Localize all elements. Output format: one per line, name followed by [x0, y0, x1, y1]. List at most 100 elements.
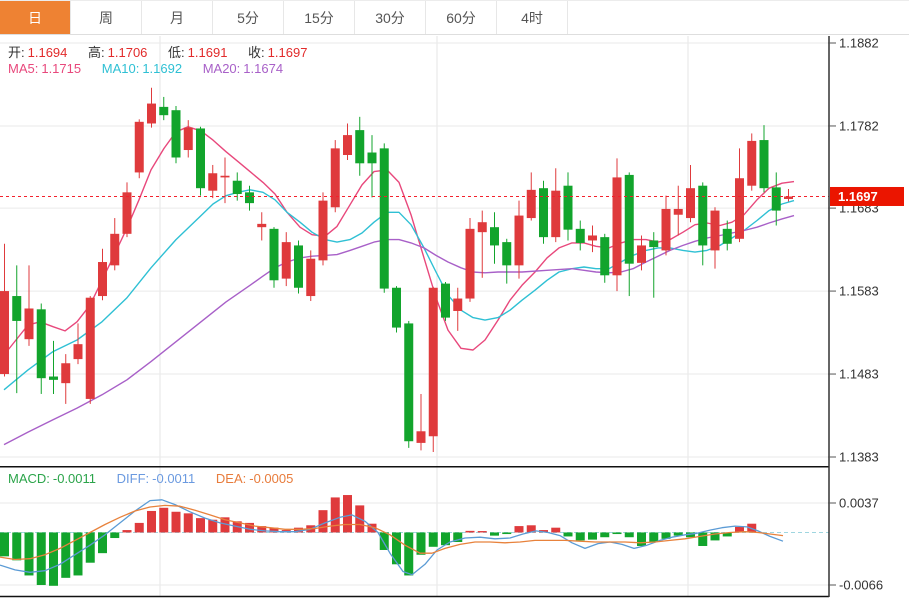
macd-histogram-bar [416, 532, 426, 555]
candle-body [355, 130, 365, 164]
diff-line [0, 499, 784, 576]
macd-histogram-bar [722, 532, 732, 537]
tab-4时[interactable]: 4时 [497, 1, 568, 34]
current-price-tag-box [830, 186, 904, 206]
tab-30分[interactable]: 30分 [355, 1, 426, 34]
macd-histogram-bar [379, 532, 389, 550]
macd-histogram-bar [490, 532, 499, 536]
macd-histogram-bar [404, 532, 414, 576]
candle-body [49, 376, 58, 380]
timeframe-tab-bar: 日周月 5分 15分 30分 60分 4时 [0, 0, 909, 35]
ma20-legend-item: MA20: 1.1674 [202, 61, 284, 76]
candle-body [710, 210, 720, 251]
macd-histogram-bar [428, 532, 438, 547]
candle-body [526, 189, 536, 219]
low-label: 低: [168, 45, 185, 60]
macd-histogram-bar [600, 532, 610, 538]
macd-histogram-bar [502, 532, 512, 535]
candle-body [318, 200, 328, 261]
candle-body [539, 188, 548, 238]
macd-histogram-bar [477, 531, 487, 533]
candle-body [220, 175, 230, 178]
current-price-tag-value: 1.1697 [838, 189, 878, 204]
current-price-tag: 1.1697 [830, 186, 904, 206]
macd-histogram-bar [98, 532, 107, 554]
candle-body [73, 344, 83, 360]
candle-body [759, 140, 769, 189]
candle-body [159, 106, 169, 116]
price-tick-label: 1.1483 [839, 367, 879, 382]
candle-body [441, 283, 450, 318]
macd-histogram-bar [551, 527, 561, 533]
macd-histogram-bar [134, 522, 144, 533]
tab-5分[interactable]: 5分 [213, 1, 284, 34]
macd-histogram-bar [257, 526, 267, 533]
candle-body [514, 215, 524, 266]
candle-body [428, 287, 438, 437]
tab-周[interactable]: 周 [71, 1, 142, 34]
candle-body [269, 228, 279, 281]
candle-body [98, 262, 107, 297]
macd-histogram-bar [220, 517, 230, 533]
macd-tick-label: -0.0066 [839, 578, 883, 593]
macd-tick-label: 0.0037 [839, 496, 879, 511]
macd-histogram-bar [294, 527, 303, 533]
candle-body [196, 128, 205, 189]
candle-body [612, 177, 622, 276]
candle-body [722, 228, 732, 244]
macd-histogram-bar [330, 497, 340, 533]
macd-histogram-bar [171, 511, 181, 533]
candle-body [771, 187, 781, 211]
candle-body [171, 110, 181, 158]
candle-body [575, 228, 585, 243]
tab-60分[interactable]: 60分 [426, 1, 497, 34]
macd-value-item: MACD: -0.0011 [8, 471, 97, 486]
tab-日[interactable]: 日 [0, 1, 71, 34]
candle-body [637, 245, 646, 263]
candle-body [306, 258, 316, 297]
price-tick-label: 1.1383 [839, 450, 879, 465]
candle-body [147, 103, 156, 124]
candle-body [294, 245, 303, 288]
candle-body [649, 240, 659, 248]
tab-15分[interactable]: 15分 [284, 1, 355, 34]
high-value: 1.1706 [107, 45, 148, 60]
macd-histogram-bar [588, 532, 597, 540]
macd-histogram-bar [147, 510, 156, 533]
candle-body [257, 223, 267, 228]
macd-histogram-bar [245, 522, 254, 533]
candle-body [502, 242, 512, 266]
candle-body [784, 196, 793, 199]
open-label: 开: [8, 45, 25, 60]
low-value: 1.1691 [187, 45, 228, 60]
candle-body [698, 185, 708, 246]
macd-histogram-bar [612, 532, 622, 535]
candle-body [673, 208, 683, 215]
candle-body [747, 140, 757, 186]
macd-histogram-bar [343, 495, 352, 533]
macd-histogram-bar [563, 532, 573, 537]
close-value: 1.1697 [267, 45, 308, 60]
candle-body [122, 192, 132, 234]
macd-histogram-bar [318, 510, 328, 533]
candle-body [600, 237, 610, 276]
macd-histogram-bar [526, 525, 536, 533]
candle-body [61, 363, 71, 384]
macd-histogram-bar [514, 526, 524, 533]
macd-histogram-bar [73, 532, 83, 576]
candle-body [343, 135, 352, 156]
dea-value-item: DEA: -0.0005 [215, 471, 294, 486]
candle-body [490, 227, 499, 246]
candle-body [85, 297, 95, 399]
tab-月[interactable]: 月 [142, 1, 213, 34]
candle-body [110, 233, 120, 266]
macd-histogram-bar [441, 532, 450, 546]
macd-histogram-bar [649, 532, 659, 543]
candle-body [404, 323, 414, 442]
macd-histogram-bar [196, 518, 205, 533]
candle-body [735, 178, 744, 239]
macd-histogram-bar [735, 526, 744, 533]
high-label: 高: [88, 45, 105, 60]
candle-body [330, 148, 340, 208]
macd-histogram-bar [159, 507, 169, 533]
